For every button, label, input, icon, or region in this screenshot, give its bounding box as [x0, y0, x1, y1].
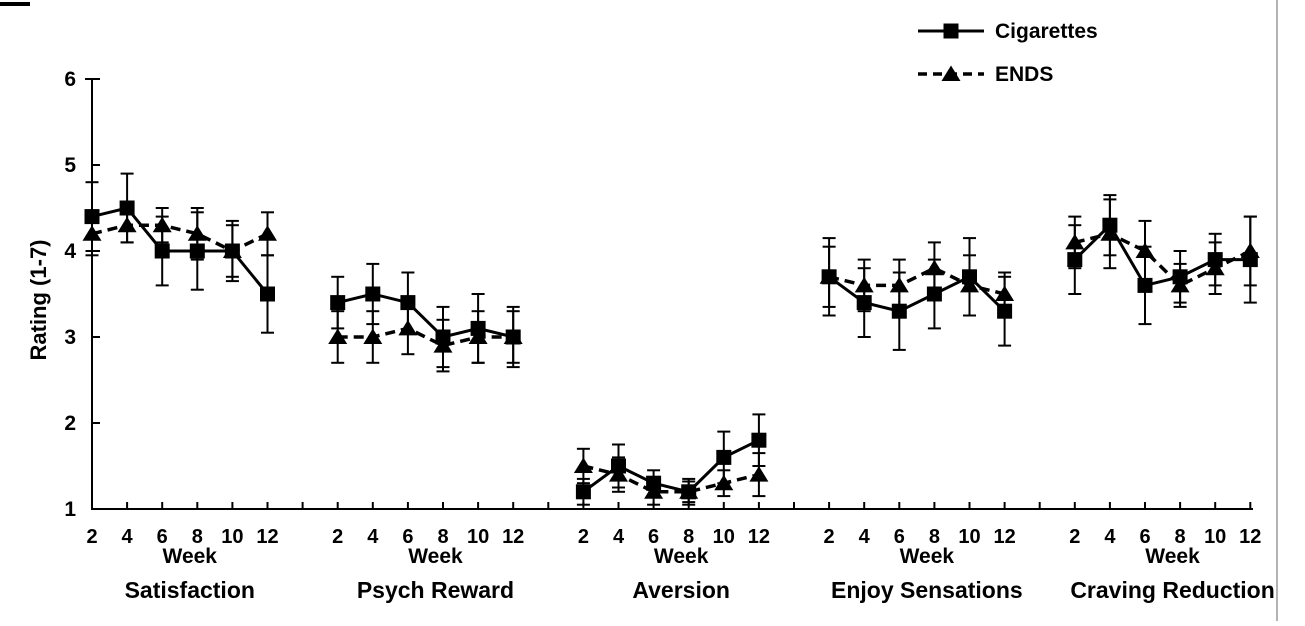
square-marker	[943, 23, 959, 39]
square-marker	[365, 286, 381, 302]
square-marker	[681, 484, 697, 500]
square-marker	[400, 295, 416, 311]
cigarettes-line	[337, 292, 514, 339]
week-tick-label: 8	[683, 526, 694, 548]
y-tick-label: 1	[64, 498, 76, 521]
ends-line	[828, 266, 1006, 296]
square-marker	[856, 295, 872, 311]
week-tick-label: 6	[1139, 526, 1150, 548]
week-tick-label: 2	[86, 526, 97, 548]
week-tick-label: 12	[993, 526, 1015, 548]
week-tick-label: 12	[1239, 526, 1261, 548]
square-marker	[260, 286, 275, 302]
week-tick-label: 8	[437, 526, 448, 548]
square-marker	[611, 458, 626, 474]
ends-line	[582, 464, 760, 494]
cigarettes-line	[828, 274, 1006, 313]
square-marker	[1172, 269, 1188, 285]
week-tick-label: 2	[578, 526, 589, 548]
panel-title: Psych Reward	[357, 577, 514, 603]
square-marker	[1137, 277, 1153, 293]
x-axis-title: Week	[654, 545, 709, 568]
ends-line	[337, 326, 514, 348]
x-axis-title: Week	[408, 545, 463, 568]
y-tick-label: 5	[64, 154, 76, 177]
triangle-marker	[941, 65, 961, 81]
scan-artifact-top-left	[0, 2, 30, 6]
week-tick-label: 12	[256, 526, 278, 548]
week-tick-label: 10	[221, 526, 243, 548]
square-marker	[154, 243, 170, 259]
week-tick-label: 2	[332, 526, 343, 548]
scan-artifact-right-edge	[1276, 0, 1278, 621]
x-axis-title: Week	[1145, 545, 1200, 568]
week-tick-label: 12	[748, 526, 770, 548]
x-axis-title: Week	[163, 545, 218, 568]
square-marker	[1067, 252, 1083, 268]
square-marker	[435, 329, 451, 345]
week-tick-label: 10	[1204, 526, 1226, 548]
week-tick-label: 4	[1104, 526, 1116, 548]
panel-title: Enjoy Sensations	[831, 577, 1023, 603]
week-tick-label: 8	[1175, 526, 1186, 548]
square-marker	[1242, 252, 1258, 268]
square-marker	[505, 329, 521, 345]
y-tick-label: 4	[64, 240, 76, 263]
square-marker	[575, 484, 591, 500]
square-marker	[1102, 217, 1118, 233]
triangle-marker	[258, 225, 277, 241]
y-tick-label: 2	[64, 412, 76, 435]
triangle-marker	[749, 466, 769, 482]
week-tick-label: 8	[192, 526, 203, 548]
week-tick-label: 4	[859, 526, 871, 548]
square-marker	[84, 209, 100, 225]
square-marker	[330, 295, 346, 311]
week-tick-label: 12	[502, 526, 524, 548]
square-marker	[1207, 252, 1223, 268]
square-marker	[751, 432, 767, 448]
y-tick-label: 6	[64, 68, 76, 91]
cigarettes-line	[91, 206, 269, 295]
square-marker	[962, 269, 977, 285]
week-tick-label: 4	[122, 526, 134, 548]
week-tick-label: 10	[958, 526, 980, 548]
square-marker	[646, 475, 662, 491]
cigarettes-line	[582, 438, 760, 494]
square-marker	[997, 303, 1013, 319]
square-marker	[470, 320, 486, 336]
cigarettes-line	[1073, 222, 1251, 288]
panel-title: Craving Reduction	[1070, 577, 1274, 603]
y-axis-title: Rating (1-7)	[26, 240, 51, 361]
y-tick-label: 3	[64, 326, 76, 349]
square-marker	[189, 243, 205, 259]
ends-line	[91, 223, 269, 253]
legend-label: ENDS	[995, 63, 1053, 86]
week-tick-label: 4	[613, 526, 625, 548]
week-tick-label: 10	[467, 526, 489, 548]
square-marker	[891, 303, 907, 319]
triangle-marker	[328, 328, 348, 344]
square-marker	[716, 449, 732, 465]
triangle-marker	[573, 457, 593, 473]
square-marker	[119, 200, 135, 216]
week-tick-label: 2	[824, 526, 835, 548]
square-marker	[224, 243, 240, 259]
week-tick-label: 6	[894, 526, 905, 548]
week-tick-label: 10	[713, 526, 735, 548]
week-tick-label: 6	[402, 526, 413, 548]
square-marker	[926, 286, 942, 302]
week-tick-label: 6	[648, 526, 659, 548]
week-tick-label: 6	[157, 526, 168, 548]
legend-label: Cigarettes	[995, 20, 1098, 43]
week-tick-label: 8	[929, 526, 940, 548]
panel-title: Aversion	[632, 577, 730, 603]
triangle-marker	[363, 328, 383, 344]
week-tick-label: 2	[1069, 526, 1080, 548]
week-tick-label: 4	[367, 526, 379, 548]
x-axis-title: Week	[900, 545, 955, 568]
panel-title: Satisfaction	[125, 577, 255, 603]
square-marker	[821, 269, 837, 285]
